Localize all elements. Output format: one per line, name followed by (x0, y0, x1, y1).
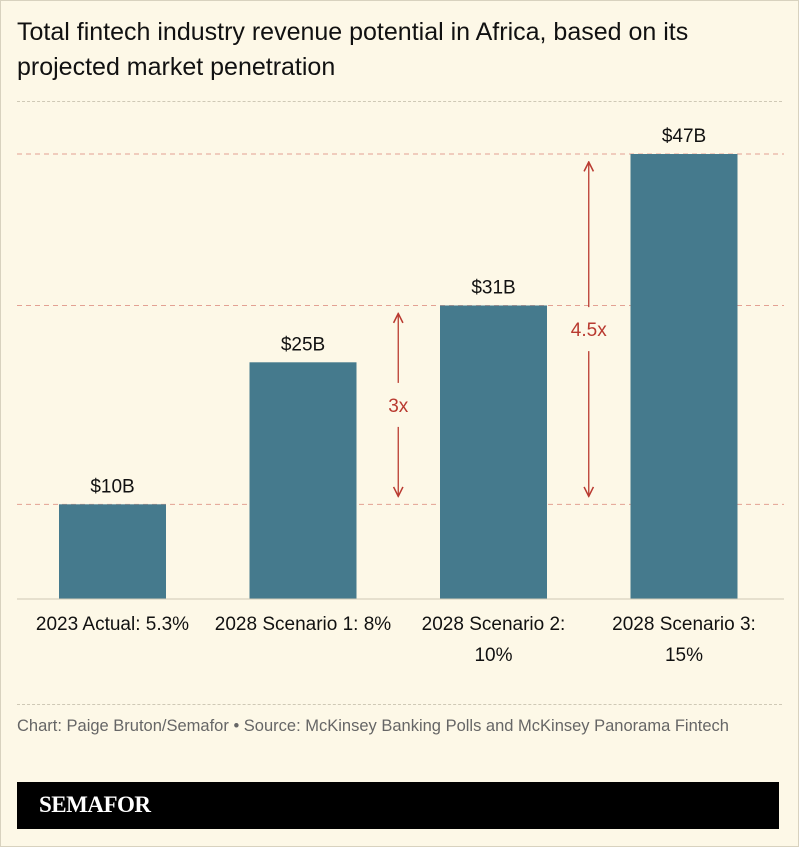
bar (630, 154, 738, 599)
data-label: $25B (281, 334, 325, 355)
x-tick-label: 2028 Scenario 3: 15% (612, 614, 756, 666)
data-label: $47B (662, 126, 706, 147)
bar (249, 362, 357, 599)
data-label: $31B (471, 277, 515, 298)
separator (17, 101, 782, 102)
x-tick-label: 2028 Scenario 1: 8% (214, 614, 392, 635)
x-tick-label: 2023 Actual: 5.3% (35, 614, 190, 635)
annotation-label: 3x (388, 396, 409, 417)
brand-bar: SEMAFOR (17, 782, 779, 829)
brand-logo: SEMAFOR (39, 792, 151, 817)
data-label: $10B (90, 476, 134, 497)
source-note: Chart: Paige Bruton/Semafor • Source: Mc… (17, 717, 729, 735)
bar (440, 305, 547, 599)
x-tick-label: 2028 Scenario 2: 10% (421, 614, 566, 666)
annotation-label: 4.5x (571, 320, 607, 341)
separator (17, 704, 782, 705)
bar (59, 504, 166, 599)
chart-title: Total fintech industry revenue potential… (17, 18, 689, 81)
chart: $10B $25B $31B $47B 3x 4.5x (17, 126, 784, 600)
